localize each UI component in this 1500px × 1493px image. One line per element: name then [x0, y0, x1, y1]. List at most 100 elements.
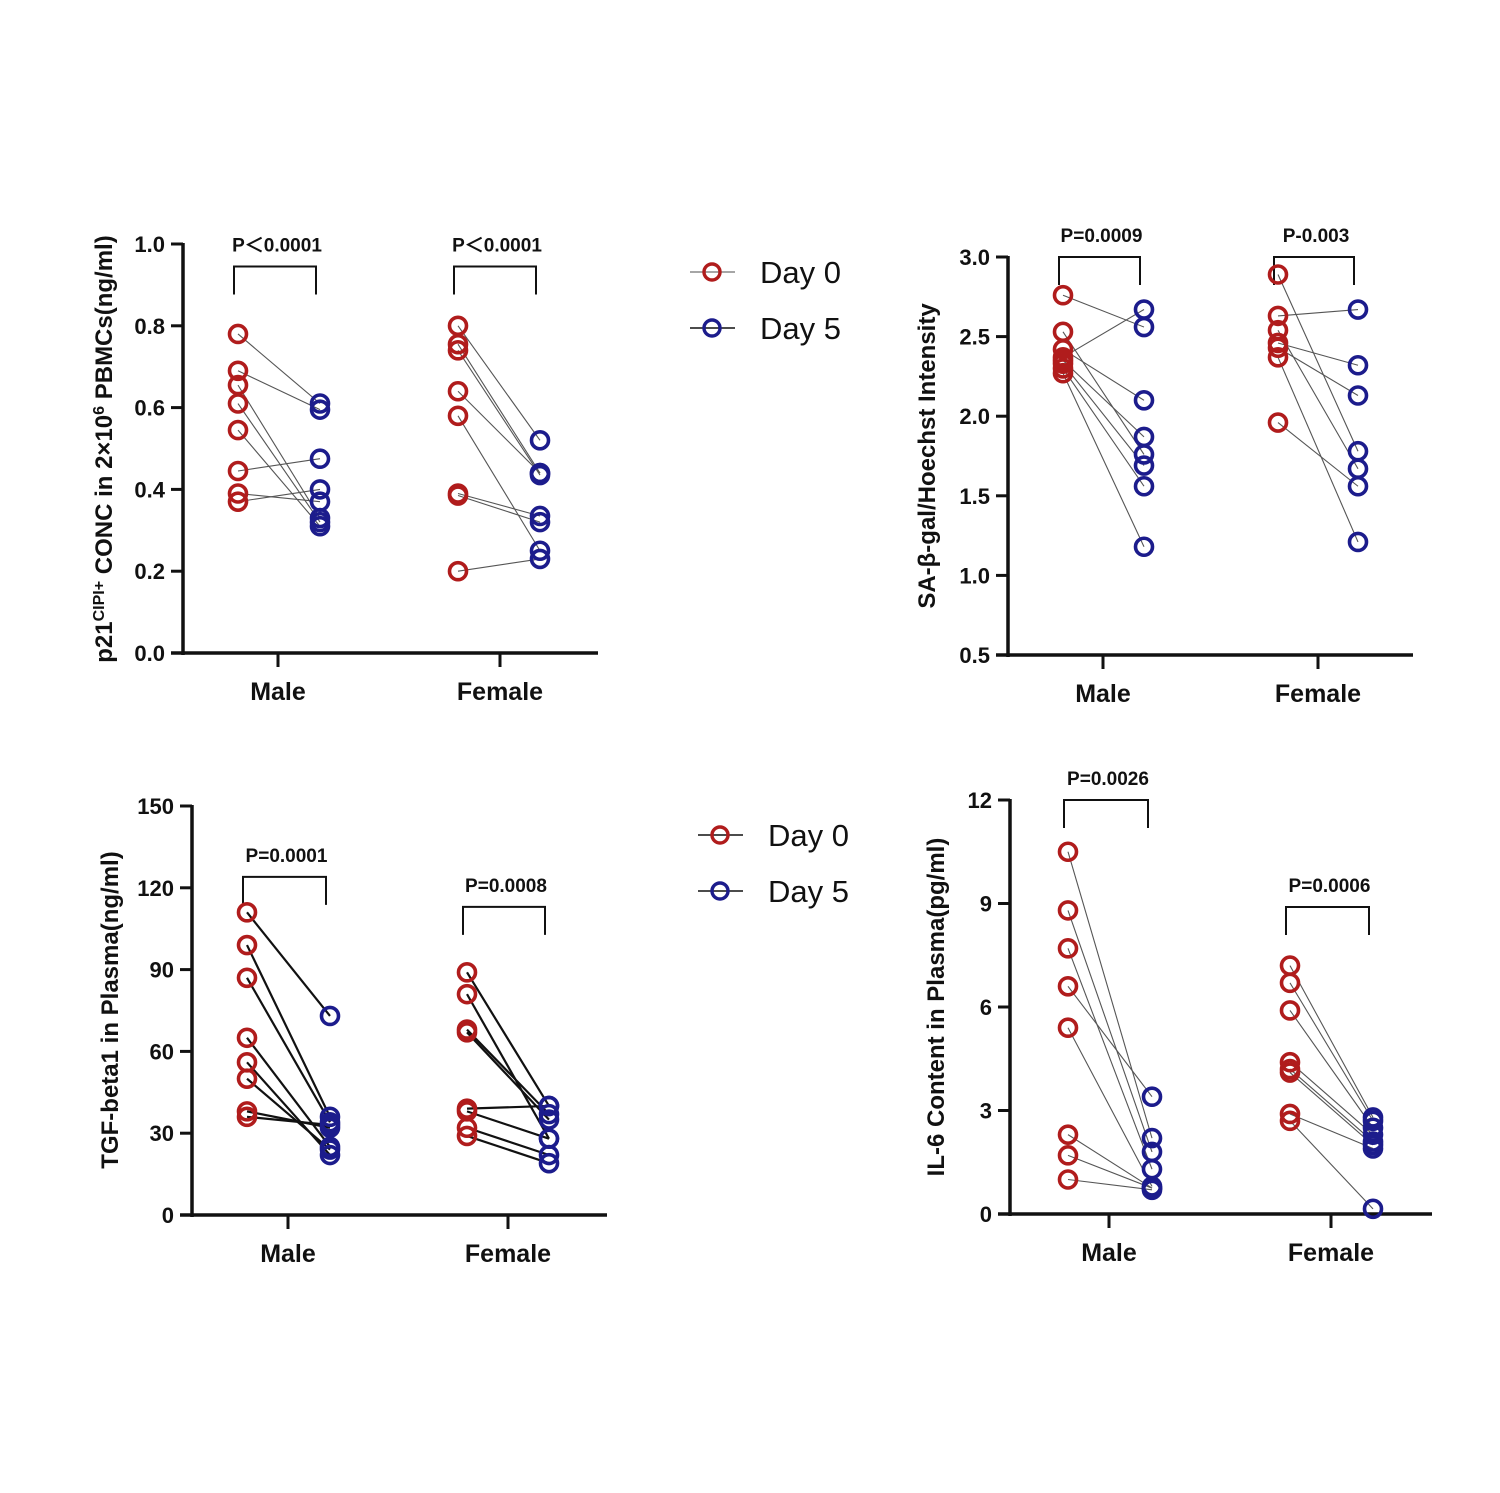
data-point-day5	[1347, 354, 1369, 376]
data-point-day0	[1057, 938, 1079, 959]
pair-line	[466, 1031, 550, 1121]
pair-line	[457, 558, 541, 572]
pair-line	[1289, 1061, 1374, 1136]
y-tick-label: 0.6	[134, 396, 165, 421]
pair-line	[1277, 308, 1359, 317]
pair-line	[246, 1077, 331, 1151]
data-point-day5	[309, 448, 331, 470]
pair-line	[246, 911, 331, 1017]
data-point-day5	[319, 1005, 341, 1027]
y-tick-label: 2.0	[959, 404, 990, 429]
data-point-day5	[538, 1152, 560, 1174]
data-point-day0	[1279, 1103, 1301, 1125]
pair-line	[457, 350, 541, 476]
pair-line	[246, 944, 331, 1118]
legend-label: Day 5	[768, 874, 849, 909]
data-point-day0	[227, 419, 249, 441]
pair-line	[457, 415, 541, 552]
pair-line	[1067, 1027, 1153, 1187]
panel-p21: 0.0 0.2 0.4 0.6 0.8 1.0 Male Female p21CIPI+ CON…	[91, 232, 598, 706]
pair-line	[237, 384, 321, 519]
data-point-day5	[1141, 1179, 1163, 1201]
y-axis-label: TGF-beta1 in Plasma(ng/ml)	[97, 851, 124, 1168]
pair-line	[1062, 372, 1145, 547]
data-point-day0	[1279, 1051, 1301, 1073]
x-tick-label: Female	[457, 678, 543, 706]
y-tick-label: 3.0	[959, 245, 990, 270]
pair-line	[466, 1126, 550, 1157]
legend-marker-day5	[710, 881, 730, 901]
data-point-day5	[538, 1095, 560, 1117]
data-point-day0	[227, 460, 249, 482]
data-point-day0	[1052, 362, 1074, 384]
data-point-day0	[1057, 975, 1079, 997]
pair-line	[1289, 1072, 1374, 1146]
data-point-day0	[227, 483, 249, 504]
data-point-day0	[1267, 264, 1289, 285]
pair-line	[466, 971, 550, 1107]
data-point-day0	[456, 983, 478, 1005]
pair-line	[1289, 965, 1374, 1118]
data-point-day5	[1362, 1138, 1384, 1159]
p-value-label: P=0.0001	[246, 846, 328, 867]
pair-line	[1277, 274, 1359, 452]
y-axis-label-superscript: CIPI+	[91, 581, 108, 621]
data-point-day5	[529, 505, 551, 527]
y-axis-label-superscript: 6	[91, 406, 108, 415]
significance-bracket	[242, 875, 327, 905]
pair-line	[1062, 363, 1145, 466]
pair-line	[1289, 1113, 1374, 1149]
data-point-day0	[1267, 337, 1289, 359]
data-point-day5	[1133, 455, 1155, 476]
y-tick-label: 0.4	[134, 477, 165, 502]
data-point-day5	[1347, 531, 1369, 553]
pair-line	[1062, 360, 1145, 438]
y-tick-label: 12	[968, 788, 992, 813]
y-tick-label: 3	[980, 1099, 992, 1124]
significance-bracket	[233, 265, 317, 295]
pair-line	[1289, 1068, 1374, 1142]
pair-line	[1067, 1178, 1153, 1191]
data-point-day0	[1052, 339, 1074, 360]
data-point-day0	[227, 393, 249, 414]
pair-line	[457, 492, 541, 517]
p-value-label: P=0.0026	[1067, 769, 1149, 790]
pair-line	[466, 1028, 550, 1115]
pair-line	[1289, 1120, 1374, 1210]
y-axis-label-part: PBMCs(ng/ml)	[91, 235, 118, 406]
data-point-day5	[309, 399, 331, 420]
significance-bracket	[1058, 256, 1141, 285]
legend-label: Day 0	[768, 818, 849, 853]
pair-line	[1067, 851, 1153, 1139]
data-point-day5	[538, 1109, 560, 1130]
pair-line	[237, 370, 321, 411]
y-tick-label: 150	[137, 794, 174, 819]
y-tick-label: 0.5	[959, 643, 990, 668]
pair-line	[1277, 329, 1359, 470]
data-point-day0	[456, 1022, 478, 1043]
pair-line	[237, 333, 321, 404]
pair-line	[1277, 342, 1359, 366]
data-point-day5	[529, 511, 551, 533]
data-point-day5	[1133, 426, 1155, 448]
pair-line	[1289, 982, 1374, 1122]
data-point-day0	[447, 405, 469, 427]
y-tick-label: 60	[150, 1039, 174, 1064]
pair-line	[466, 993, 550, 1140]
data-point-day5	[1133, 389, 1155, 411]
data-point-day0	[456, 1117, 478, 1139]
data-point-day0	[447, 333, 469, 355]
pair-line	[457, 390, 541, 474]
y-tick-label: 6	[980, 995, 992, 1020]
y-axis-label-part: p21	[91, 621, 118, 662]
p-value-label: P＜0.0001	[232, 235, 322, 256]
pair-line	[466, 1134, 550, 1165]
pair-line	[246, 1115, 331, 1127]
pair-line	[1062, 309, 1145, 358]
data-point-day5	[1347, 299, 1369, 320]
pair-line	[1067, 1154, 1153, 1189]
data-point-day5	[1347, 475, 1369, 497]
pair-line	[1062, 348, 1145, 401]
y-tick-label: 120	[137, 876, 174, 901]
panel-il6: 0 3 6 9 12 Male Female IL-6 Content in Plasma(p…	[923, 769, 1432, 1267]
